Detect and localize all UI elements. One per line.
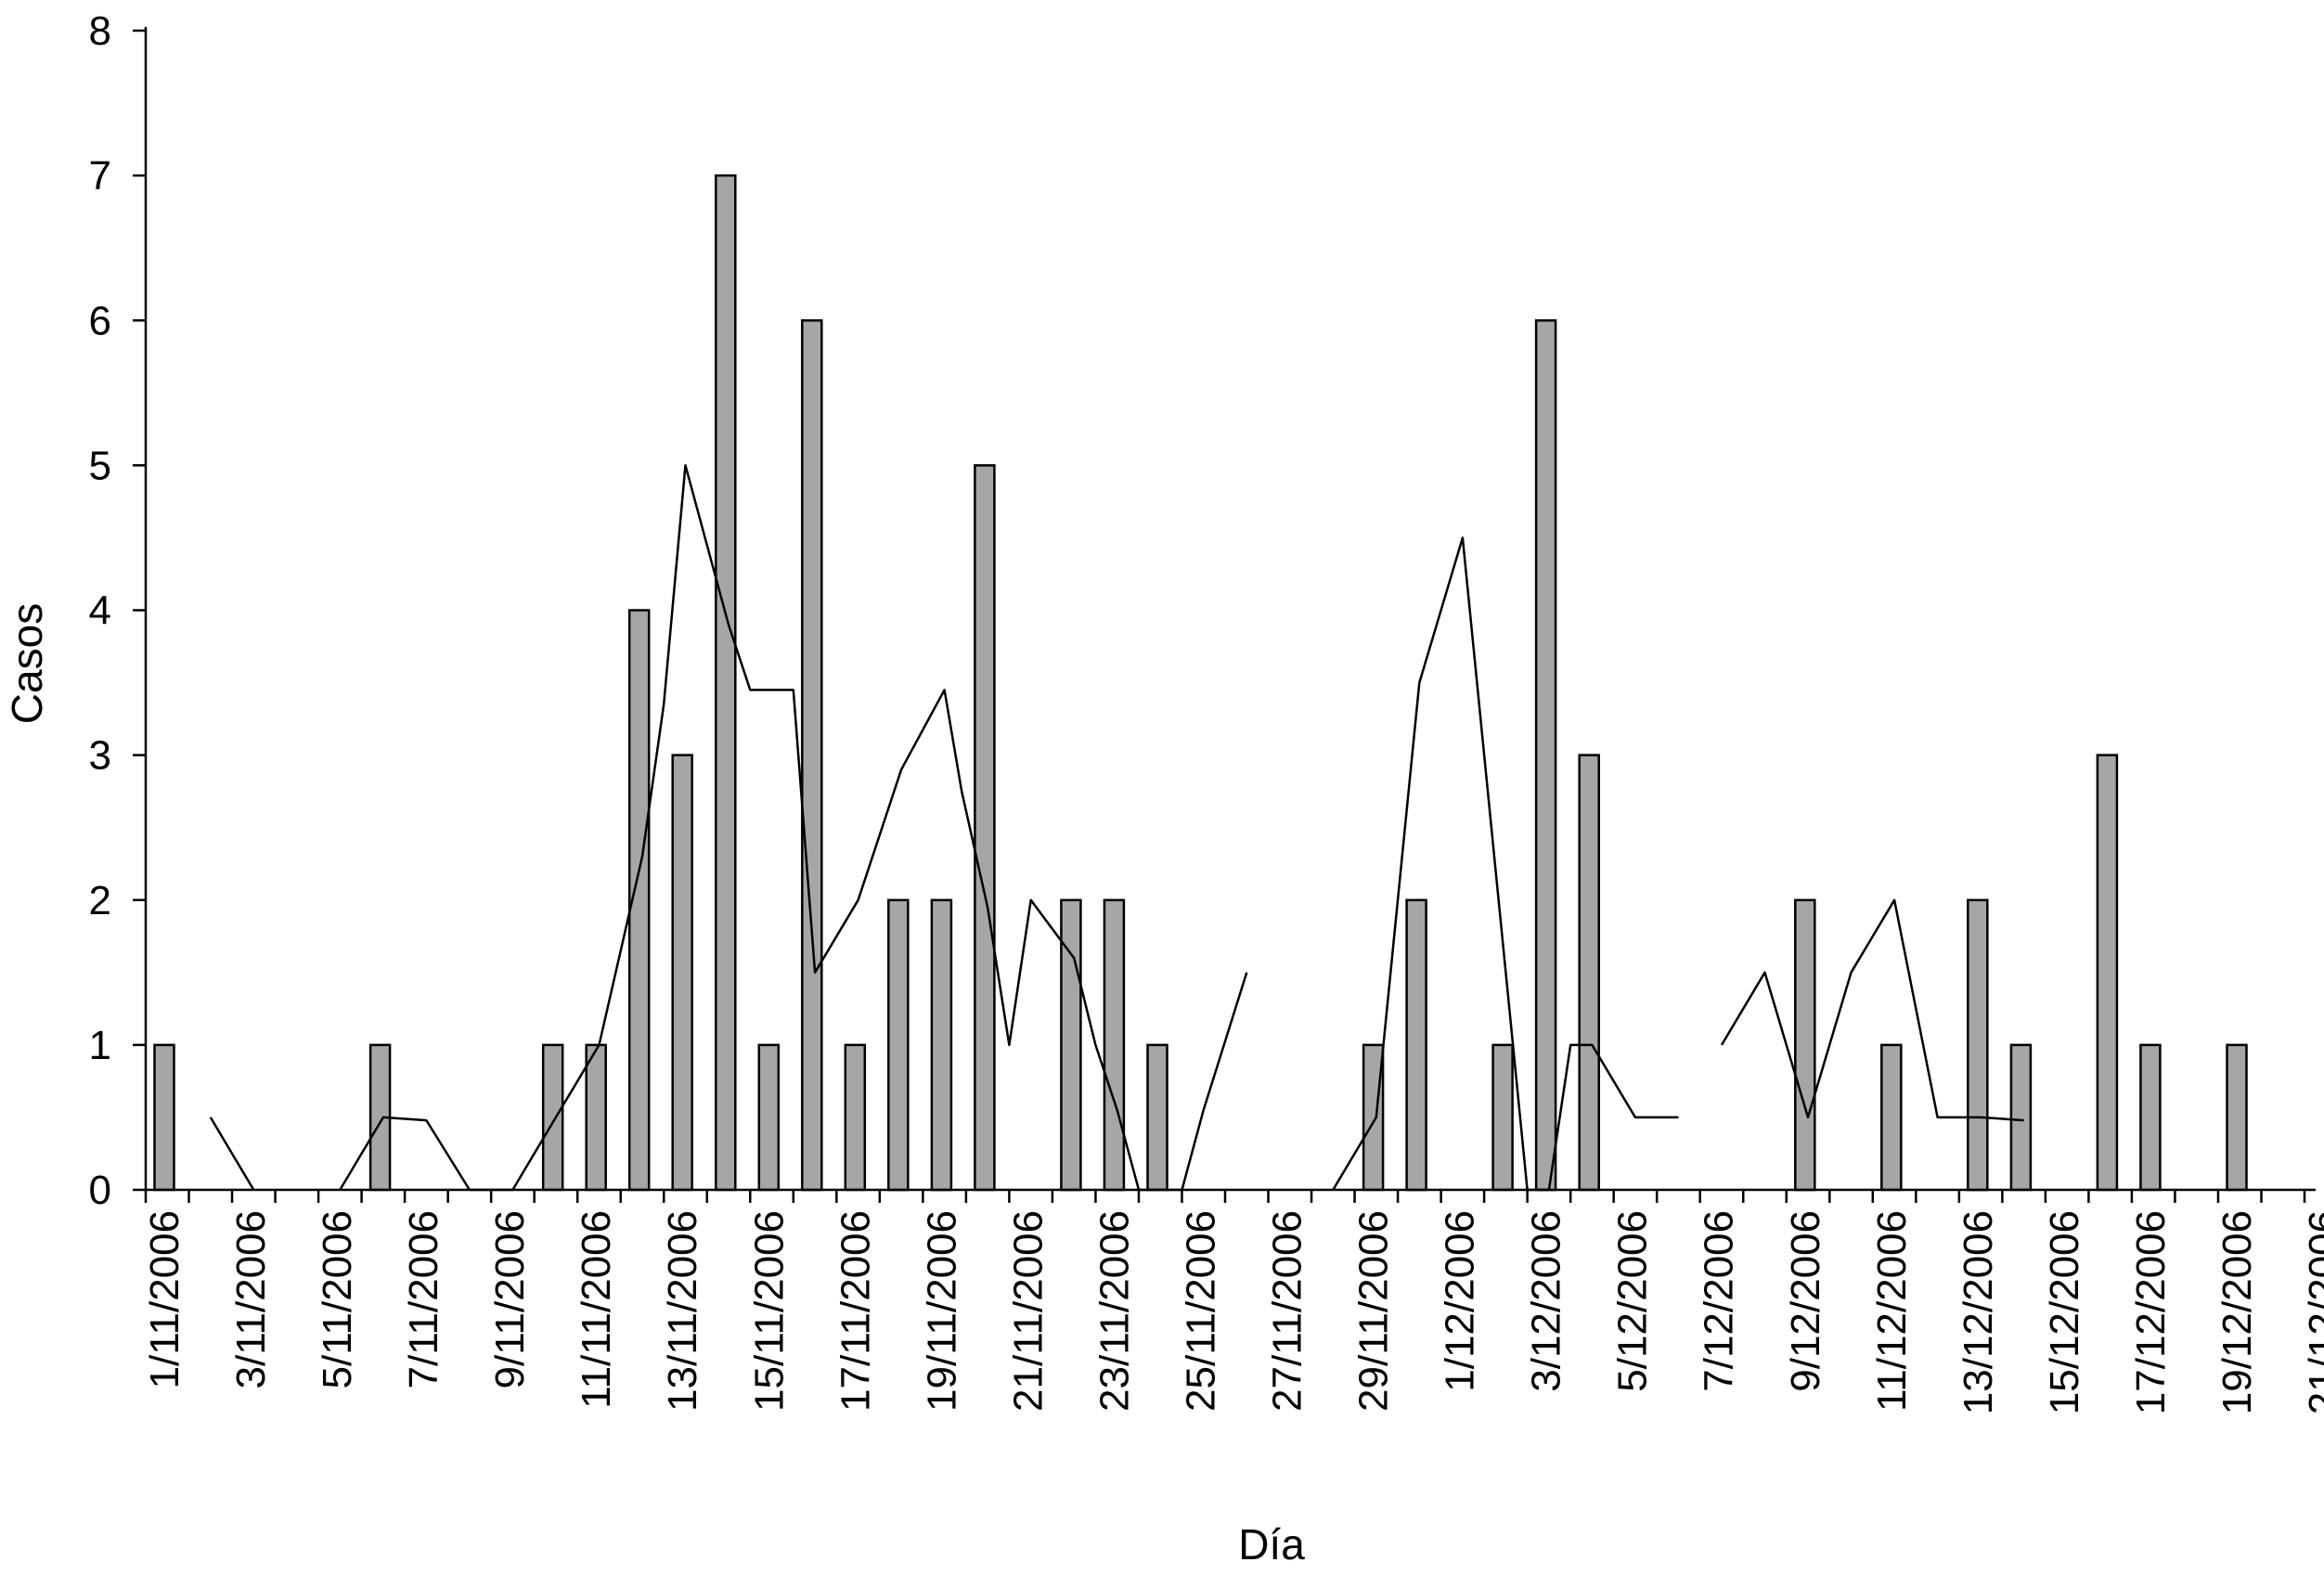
x-tick-label-11/11/2006: 11/11/2006 [574, 1210, 619, 1409]
bar-2/12/2006 [1491, 1043, 1514, 1192]
bar-13/12/2006 [1967, 898, 1989, 1192]
bar-4/12/2006 [1578, 754, 1600, 1192]
x-tick-label-1/11/2006: 1/11/2006 [142, 1210, 187, 1388]
bar-30/11/2006 [1405, 898, 1427, 1192]
x-tick-label-19/12/2006: 19/12/2006 [2214, 1210, 2260, 1414]
axes [144, 27, 2316, 1192]
x-tick-label-11/12/2006: 11/12/2006 [1869, 1210, 1915, 1412]
x-tick-label-7/11/2006: 7/11/2006 [401, 1210, 446, 1388]
x-tick-label-13/11/2006: 13/11/2006 [660, 1210, 705, 1412]
x-tick-label-9/12/2006: 9/12/2006 [1783, 1210, 1828, 1392]
x-axis-ticks: 1/11/2006 3/11/2006 5/11/2006 7/11/2006 9/11… [142, 1190, 2324, 1414]
bar-19/11/2006 [930, 898, 953, 1192]
x-tick-label-23/11/2006: 23/11/2006 [1091, 1210, 1137, 1412]
y-tick-label-2: 2 [89, 878, 111, 923]
bar-19/12/2006 [2226, 1043, 2248, 1192]
y-tick-label-3: 3 [89, 733, 111, 779]
line-segment-2 [339, 464, 1248, 1192]
bar-10/11/2006 [541, 1043, 564, 1192]
x-tick-label-17/12/2006: 17/12/2006 [2128, 1210, 2174, 1414]
bar-17/12/2006 [2139, 1043, 2162, 1192]
x-tick-label-25/11/2006: 25/11/2006 [1179, 1210, 1224, 1412]
y-tick-label-1: 1 [89, 1023, 111, 1068]
bar-14/11/2006 [715, 174, 737, 1192]
bar-14/12/2006 [2009, 1043, 2033, 1192]
bar-11/11/2006 [585, 1043, 607, 1192]
x-tick-label-13/12/2006: 13/12/2006 [1956, 1210, 2001, 1414]
x-tick-label-19/11/2006: 19/11/2006 [919, 1210, 964, 1412]
x-tick-label-27/11/2006: 27/11/2006 [1265, 1210, 1310, 1412]
bar-16/12/2006 [2096, 754, 2119, 1192]
x-tick-label-5/11/2006: 5/11/2006 [315, 1210, 360, 1388]
x-tick-label-17/11/2006: 17/11/2006 [833, 1210, 878, 1412]
x-tick-label-29/11/2006: 29/11/2006 [1351, 1210, 1397, 1412]
bar-13/11/2006 [671, 754, 693, 1192]
bar-18/11/2006 [887, 898, 910, 1192]
x-tick-label-9/11/2006: 9/11/2006 [487, 1210, 533, 1388]
bar-17/11/2006 [844, 1043, 867, 1192]
bar-16/11/2006 [801, 319, 823, 1192]
bar-9/12/2006 [1794, 898, 1816, 1192]
y-axis-ticks: 0 1 2 3 4 5 6 7 8 [89, 8, 146, 1213]
y-tick-label-7: 7 [89, 153, 111, 199]
bar-3/12/2006 [1534, 319, 1557, 1192]
y-tick-label-5: 5 [89, 443, 111, 488]
x-tick-label-15/12/2006: 15/12/2006 [2042, 1210, 2087, 1414]
x-tick-label-21/12/2006: 21/12/2006 [2301, 1210, 2324, 1414]
y-tick-label-4: 4 [89, 588, 111, 634]
bar-24/11/2006 [1146, 1043, 1168, 1192]
x-tick-label-5/12/2006: 5/12/2006 [1610, 1210, 1656, 1392]
x-tick-label-3/11/2006: 3/11/2006 [228, 1210, 274, 1388]
line-segment-1 [209, 1117, 255, 1191]
bar-29/11/2006 [1362, 1043, 1385, 1192]
y-tick-label-6: 6 [89, 298, 111, 343]
x-axis-title: Día [1238, 1520, 1305, 1569]
x-tick-label-15/11/2006: 15/11/2006 [746, 1210, 792, 1412]
bar-20/11/2006 [974, 464, 996, 1192]
y-tick-label-0: 0 [89, 1168, 111, 1213]
x-tick-label-3/12/2006: 3/12/2006 [1524, 1210, 1569, 1392]
line-segment-4 [1720, 898, 2024, 1122]
x-tick-label-7/12/2006: 7/12/2006 [1697, 1210, 1742, 1392]
y-axis-title: Casos [3, 603, 51, 724]
x-tick-label-1/12/2006: 1/12/2006 [1438, 1210, 1483, 1392]
y-tick-label-8: 8 [89, 8, 111, 54]
bar-23/11/2006 [1103, 898, 1126, 1192]
bar-series [153, 174, 2248, 1192]
x-tick-label-21/11/2006: 21/11/2006 [1005, 1210, 1051, 1412]
bar-1/11/2006 [153, 1043, 175, 1192]
bar-15/11/2006 [757, 1043, 781, 1192]
bar-11/12/2006 [1880, 1043, 1903, 1192]
